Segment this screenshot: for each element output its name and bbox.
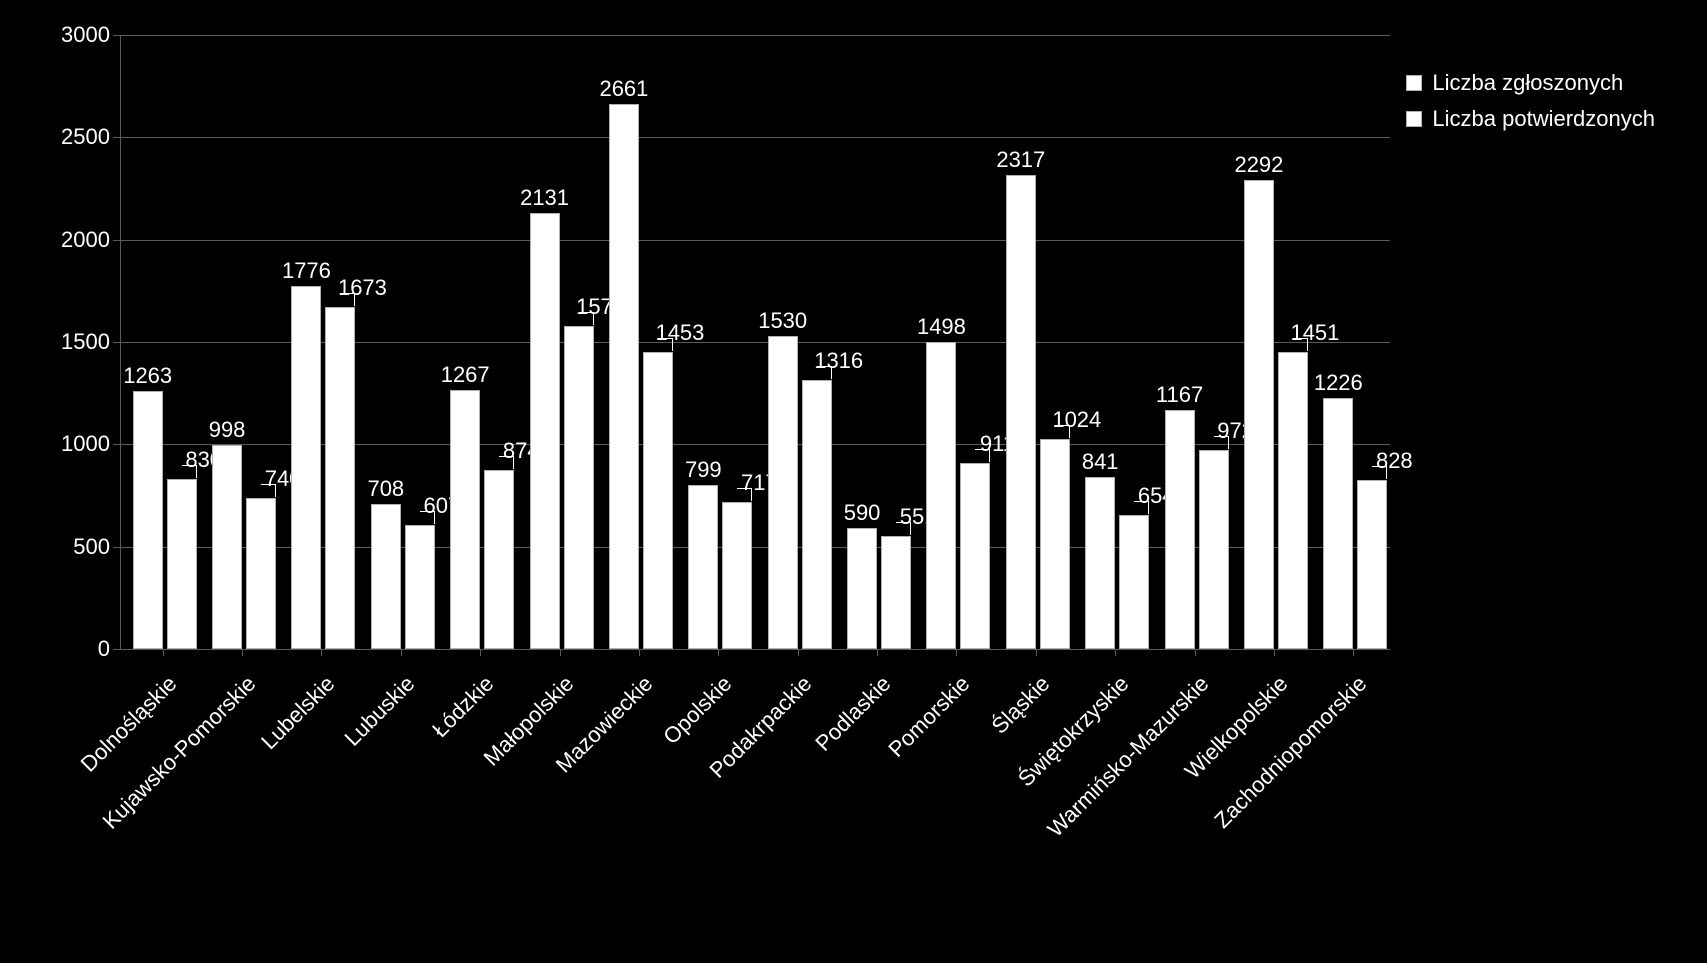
bar <box>450 390 480 649</box>
bar <box>1119 515 1149 649</box>
bar <box>1199 450 1229 649</box>
x-tick-mark <box>163 649 164 656</box>
legend-swatch-icon <box>1406 111 1422 127</box>
bar <box>530 213 560 649</box>
bar <box>484 470 514 649</box>
bar-value-label: 2292 <box>1234 152 1283 178</box>
bar-value-label: 1024 <box>1052 407 1101 433</box>
y-tick-mark <box>113 649 120 650</box>
bar <box>564 326 594 649</box>
x-tick-mark <box>639 649 640 656</box>
x-tick-mark <box>1115 649 1116 656</box>
x-tick-mark <box>1036 649 1037 656</box>
bar <box>688 485 718 649</box>
bar <box>1165 410 1195 649</box>
legend: Liczba zgłoszonych Liczba potwierdzonych <box>1406 70 1655 142</box>
bar <box>405 525 435 649</box>
bar-value-label: 1453 <box>655 320 704 346</box>
bar <box>926 342 956 649</box>
bar <box>1040 439 1070 649</box>
legend-label: Liczba zgłoszonych <box>1432 70 1623 96</box>
bar-value-label: 1776 <box>282 258 331 284</box>
bar-value-label: 708 <box>367 476 404 502</box>
x-tick-mark <box>321 649 322 656</box>
y-tick-mark <box>113 444 120 445</box>
bar-value-label: 799 <box>685 457 722 483</box>
bar-value-label: 841 <box>1082 449 1119 475</box>
y-tick-label: 2000 <box>10 227 110 253</box>
bar <box>847 528 877 649</box>
chart-container: 050010001500200025003000 126383099874017… <box>10 20 1690 950</box>
x-tick-mark <box>877 649 878 656</box>
y-tick-label: 1500 <box>10 329 110 355</box>
bar <box>1244 180 1274 649</box>
bar <box>212 445 242 649</box>
bar-value-label: 2661 <box>599 76 648 102</box>
x-tick-mark <box>1195 649 1196 656</box>
bar-value-label: 2131 <box>520 185 569 211</box>
y-tick-label: 500 <box>10 534 110 560</box>
x-axis-line <box>120 649 1390 650</box>
bar-value-label: 1167 <box>1156 382 1203 408</box>
x-tick-mark <box>480 649 481 656</box>
legend-swatch-icon <box>1406 75 1422 91</box>
y-tick-mark <box>113 342 120 343</box>
bar <box>291 286 321 649</box>
x-tick-mark <box>242 649 243 656</box>
bar <box>1006 175 1036 649</box>
bar <box>643 352 673 649</box>
bar-value-label: 1498 <box>917 314 966 340</box>
bar <box>167 479 197 649</box>
bar <box>1085 477 1115 649</box>
bar <box>960 463 990 649</box>
legend-item-reported: Liczba zgłoszonych <box>1406 70 1655 96</box>
x-tick-mark <box>718 649 719 656</box>
y-tick-mark <box>113 547 120 548</box>
legend-label: Liczba potwierdzonych <box>1432 106 1655 132</box>
bar <box>1357 480 1387 649</box>
y-tick-label: 0 <box>10 636 110 662</box>
bar-value-label: 998 <box>209 417 246 443</box>
bar <box>246 498 276 649</box>
x-tick-mark <box>1353 649 1354 656</box>
bar-value-label: 1316 <box>814 348 863 374</box>
plot-area: 1263830998740177616737086071267874213115… <box>120 35 1390 649</box>
bar-value-label: 1263 <box>123 363 172 389</box>
bar-value-label: 1530 <box>758 308 807 334</box>
x-tick-mark <box>560 649 561 656</box>
x-tick-mark <box>956 649 957 656</box>
bar <box>722 502 752 649</box>
bar <box>609 104 639 649</box>
y-tick-mark <box>113 35 120 36</box>
bar <box>133 391 163 649</box>
bar <box>371 504 401 649</box>
bar <box>325 307 355 649</box>
y-tick-mark <box>113 137 120 138</box>
bar <box>1323 398 1353 649</box>
bar-value-label: 2317 <box>996 147 1045 173</box>
x-tick-mark <box>798 649 799 656</box>
y-tick-mark <box>113 240 120 241</box>
bar-value-label: 828 <box>1376 448 1413 474</box>
bar <box>802 380 832 649</box>
x-tick-mark <box>401 649 402 656</box>
bar <box>881 536 911 649</box>
bar-value-label: 1451 <box>1290 320 1339 346</box>
bar-value-label: 1267 <box>441 362 490 388</box>
legend-item-confirmed: Liczba potwierdzonych <box>1406 106 1655 132</box>
bar-value-label: 1226 <box>1314 370 1363 396</box>
bar-value-label: 590 <box>844 500 881 526</box>
y-tick-label: 2500 <box>10 124 110 150</box>
bar <box>1278 352 1308 649</box>
x-tick-mark <box>1274 649 1275 656</box>
bar <box>768 336 798 649</box>
bar-value-label: 1673 <box>338 275 387 301</box>
y-tick-label: 1000 <box>10 431 110 457</box>
y-tick-label: 3000 <box>10 22 110 48</box>
